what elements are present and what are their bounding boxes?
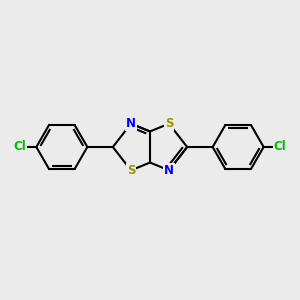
Text: Cl: Cl bbox=[274, 140, 286, 154]
Text: S: S bbox=[165, 117, 173, 130]
Text: N: N bbox=[126, 117, 136, 130]
Text: Cl: Cl bbox=[14, 140, 26, 154]
Text: S: S bbox=[127, 164, 135, 177]
Text: N: N bbox=[164, 164, 174, 177]
